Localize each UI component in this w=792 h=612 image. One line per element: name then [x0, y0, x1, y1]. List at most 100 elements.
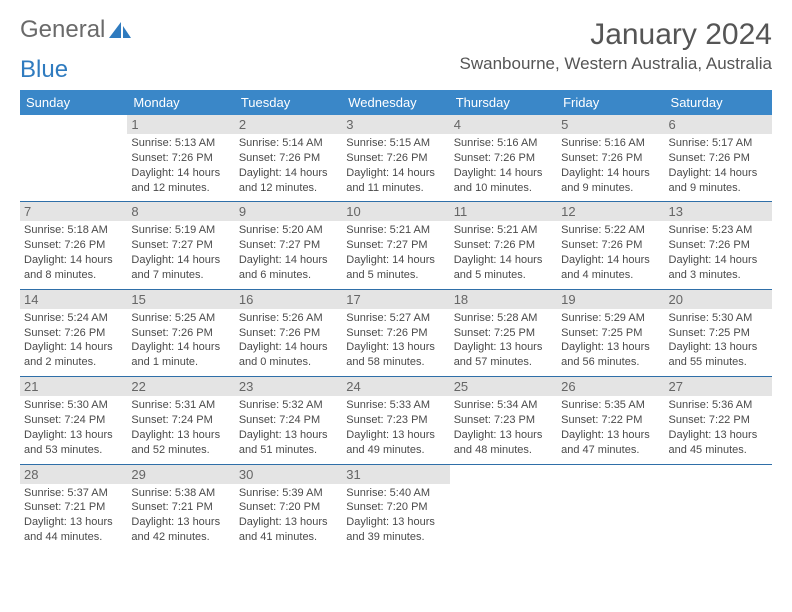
day-details: Sunrise: 5:19 AMSunset: 7:27 PMDaylight:…: [131, 223, 230, 282]
day-number: 2: [235, 115, 342, 134]
day-details: Sunrise: 5:32 AMSunset: 7:24 PMDaylight:…: [239, 398, 338, 457]
weekday-header: Tuesday: [235, 90, 342, 115]
calendar-day-cell: [665, 464, 772, 551]
calendar-day-cell: 30 Sunrise: 5:39 AMSunset: 7:20 PMDayligh…: [235, 464, 342, 551]
day-number: 16: [235, 290, 342, 309]
day-number: 24: [342, 377, 449, 396]
day-number: 9: [235, 202, 342, 221]
calendar-day-cell: [20, 115, 127, 202]
location-subtitle: Swanbourne, Western Australia, Australia: [460, 54, 772, 74]
day-details: Sunrise: 5:34 AMSunset: 7:23 PMDaylight:…: [454, 398, 553, 457]
calendar-week-row: 28 Sunrise: 5:37 AMSunset: 7:21 PMDayligh…: [20, 464, 772, 551]
day-number: 14: [20, 290, 127, 309]
day-details: Sunrise: 5:38 AMSunset: 7:21 PMDaylight:…: [131, 486, 230, 545]
calendar-day-cell: 1 Sunrise: 5:13 AMSunset: 7:26 PMDaylight…: [127, 115, 234, 202]
day-number: 26: [557, 377, 664, 396]
calendar-day-cell: [450, 464, 557, 551]
day-details: Sunrise: 5:39 AMSunset: 7:20 PMDaylight:…: [239, 486, 338, 545]
day-number: 25: [450, 377, 557, 396]
title-block: January 2024 Swanbourne, Western Austral…: [460, 18, 772, 74]
weekday-header: Monday: [127, 90, 234, 115]
weekday-header: Friday: [557, 90, 664, 115]
day-number: 3: [342, 115, 449, 134]
weekday-header-row: SundayMondayTuesdayWednesdayThursdayFrid…: [20, 90, 772, 115]
day-details: Sunrise: 5:31 AMSunset: 7:24 PMDaylight:…: [131, 398, 230, 457]
calendar-day-cell: 13 Sunrise: 5:23 AMSunset: 7:26 PMDayligh…: [665, 202, 772, 289]
day-number: 19: [557, 290, 664, 309]
weekday-header: Sunday: [20, 90, 127, 115]
calendar-day-cell: 8Sunrise: 5:19 AMSunset: 7:27 PMDaylight…: [127, 202, 234, 289]
weekday-header: Saturday: [665, 90, 772, 115]
calendar-day-cell: 31Sunrise: 5:40 AMSunset: 7:20 PMDayligh…: [342, 464, 449, 551]
day-details: Sunrise: 5:16 AMSunset: 7:26 PMDaylight:…: [561, 136, 660, 195]
day-details: Sunrise: 5:36 AMSunset: 7:22 PMDaylight:…: [669, 398, 768, 457]
calendar-day-cell: 2 Sunrise: 5:14 AMSunset: 7:26 PMDaylight…: [235, 115, 342, 202]
calendar-day-cell: 26 Sunrise: 5:35 AMSunset: 7:22 PMDayligh…: [557, 377, 664, 464]
day-details: Sunrise: 5:26 AMSunset: 7:26 PMDaylight:…: [239, 311, 338, 370]
calendar-day-cell: 21 Sunrise: 5:30 AMSunset: 7:24 PMDayligh…: [20, 377, 127, 464]
day-number: 12: [557, 202, 664, 221]
day-details: Sunrise: 5:25 AMSunset: 7:26 PMDaylight:…: [131, 311, 230, 370]
day-number: 23: [235, 377, 342, 396]
calendar-day-cell: [557, 464, 664, 551]
day-number: 17: [342, 290, 449, 309]
day-number: 18: [450, 290, 557, 309]
calendar-day-cell: 15Sunrise: 5:25 AMSunset: 7:26 PMDayligh…: [127, 289, 234, 376]
day-details: Sunrise: 5:35 AMSunset: 7:22 PMDaylight:…: [561, 398, 660, 457]
calendar-day-cell: 6Sunrise: 5:17 AMSunset: 7:26 PMDaylight…: [665, 115, 772, 202]
day-number: 22: [127, 377, 234, 396]
calendar-day-cell: 27Sunrise: 5:36 AMSunset: 7:22 PMDayligh…: [665, 377, 772, 464]
day-number: 4: [450, 115, 557, 134]
day-number: 5: [557, 115, 664, 134]
brand-word-2: Blue: [20, 56, 68, 83]
calendar-day-cell: 23 Sunrise: 5:32 AMSunset: 7:24 PMDayligh…: [235, 377, 342, 464]
day-number: 28: [20, 465, 127, 484]
day-number: 1: [127, 115, 234, 134]
calendar-day-cell: 7Sunrise: 5:18 AMSunset: 7:26 PMDaylight…: [20, 202, 127, 289]
day-details: Sunrise: 5:15 AMSunset: 7:26 PMDaylight:…: [346, 136, 445, 195]
calendar-day-cell: 5 Sunrise: 5:16 AMSunset: 7:26 PMDaylight…: [557, 115, 664, 202]
calendar-week-row: 7Sunrise: 5:18 AMSunset: 7:26 PMDaylight…: [20, 202, 772, 289]
calendar-day-cell: 16 Sunrise: 5:26 AMSunset: 7:26 PMDayligh…: [235, 289, 342, 376]
day-number: 20: [665, 290, 772, 309]
day-details: Sunrise: 5:29 AMSunset: 7:25 PMDaylight:…: [561, 311, 660, 370]
day-number: 30: [235, 465, 342, 484]
calendar-day-cell: 19 Sunrise: 5:29 AMSunset: 7:25 PMDayligh…: [557, 289, 664, 376]
day-number: 21: [20, 377, 127, 396]
day-details: Sunrise: 5:21 AMSunset: 7:27 PMDaylight:…: [346, 223, 445, 282]
sail-icon: [107, 20, 133, 40]
calendar-week-row: 14 Sunrise: 5:24 AMSunset: 7:26 PMDayligh…: [20, 289, 772, 376]
day-details: Sunrise: 5:30 AMSunset: 7:25 PMDaylight:…: [669, 311, 768, 370]
day-number: 13: [665, 202, 772, 221]
day-number: 10: [342, 202, 449, 221]
calendar-day-cell: 14 Sunrise: 5:24 AMSunset: 7:26 PMDayligh…: [20, 289, 127, 376]
calendar-day-cell: 17 Sunrise: 5:27 AMSunset: 7:26 PMDayligh…: [342, 289, 449, 376]
calendar-day-cell: 10 Sunrise: 5:21 AMSunset: 7:27 PMDayligh…: [342, 202, 449, 289]
calendar-day-cell: 25 Sunrise: 5:34 AMSunset: 7:23 PMDayligh…: [450, 377, 557, 464]
day-details: Sunrise: 5:20 AMSunset: 7:27 PMDaylight:…: [239, 223, 338, 282]
day-details: Sunrise: 5:14 AMSunset: 7:26 PMDaylight:…: [239, 136, 338, 195]
day-number: 29: [127, 465, 234, 484]
day-details: Sunrise: 5:37 AMSunset: 7:21 PMDaylight:…: [24, 486, 123, 545]
day-details: Sunrise: 5:21 AMSunset: 7:26 PMDaylight:…: [454, 223, 553, 282]
day-details: Sunrise: 5:24 AMSunset: 7:26 PMDaylight:…: [24, 311, 123, 370]
day-details: Sunrise: 5:22 AMSunset: 7:26 PMDaylight:…: [561, 223, 660, 282]
day-details: Sunrise: 5:30 AMSunset: 7:24 PMDaylight:…: [24, 398, 123, 457]
calendar-day-cell: 29 Sunrise: 5:38 AMSunset: 7:21 PMDayligh…: [127, 464, 234, 551]
day-details: Sunrise: 5:23 AMSunset: 7:26 PMDaylight:…: [669, 223, 768, 282]
calendar-day-cell: 22 Sunrise: 5:31 AMSunset: 7:24 PMDayligh…: [127, 377, 234, 464]
calendar-week-row: 21 Sunrise: 5:30 AMSunset: 7:24 PMDayligh…: [20, 377, 772, 464]
calendar-day-cell: 20 Sunrise: 5:30 AMSunset: 7:25 PMDayligh…: [665, 289, 772, 376]
day-details: Sunrise: 5:13 AMSunset: 7:26 PMDaylight:…: [131, 136, 230, 195]
day-number: 31: [342, 465, 449, 484]
day-details: Sunrise: 5:27 AMSunset: 7:26 PMDaylight:…: [346, 311, 445, 370]
calendar-day-cell: 28 Sunrise: 5:37 AMSunset: 7:21 PMDayligh…: [20, 464, 127, 551]
calendar-day-cell: 4 Sunrise: 5:16 AMSunset: 7:26 PMDaylight…: [450, 115, 557, 202]
calendar-body: 1 Sunrise: 5:13 AMSunset: 7:26 PMDaylight…: [20, 115, 772, 551]
calendar-week-row: 1 Sunrise: 5:13 AMSunset: 7:26 PMDaylight…: [20, 115, 772, 202]
day-number: 11: [450, 202, 557, 221]
brand-logo: General: [20, 18, 133, 42]
weekday-header: Thursday: [450, 90, 557, 115]
day-details: Sunrise: 5:16 AMSunset: 7:26 PMDaylight:…: [454, 136, 553, 195]
day-details: Sunrise: 5:28 AMSunset: 7:25 PMDaylight:…: [454, 311, 553, 370]
